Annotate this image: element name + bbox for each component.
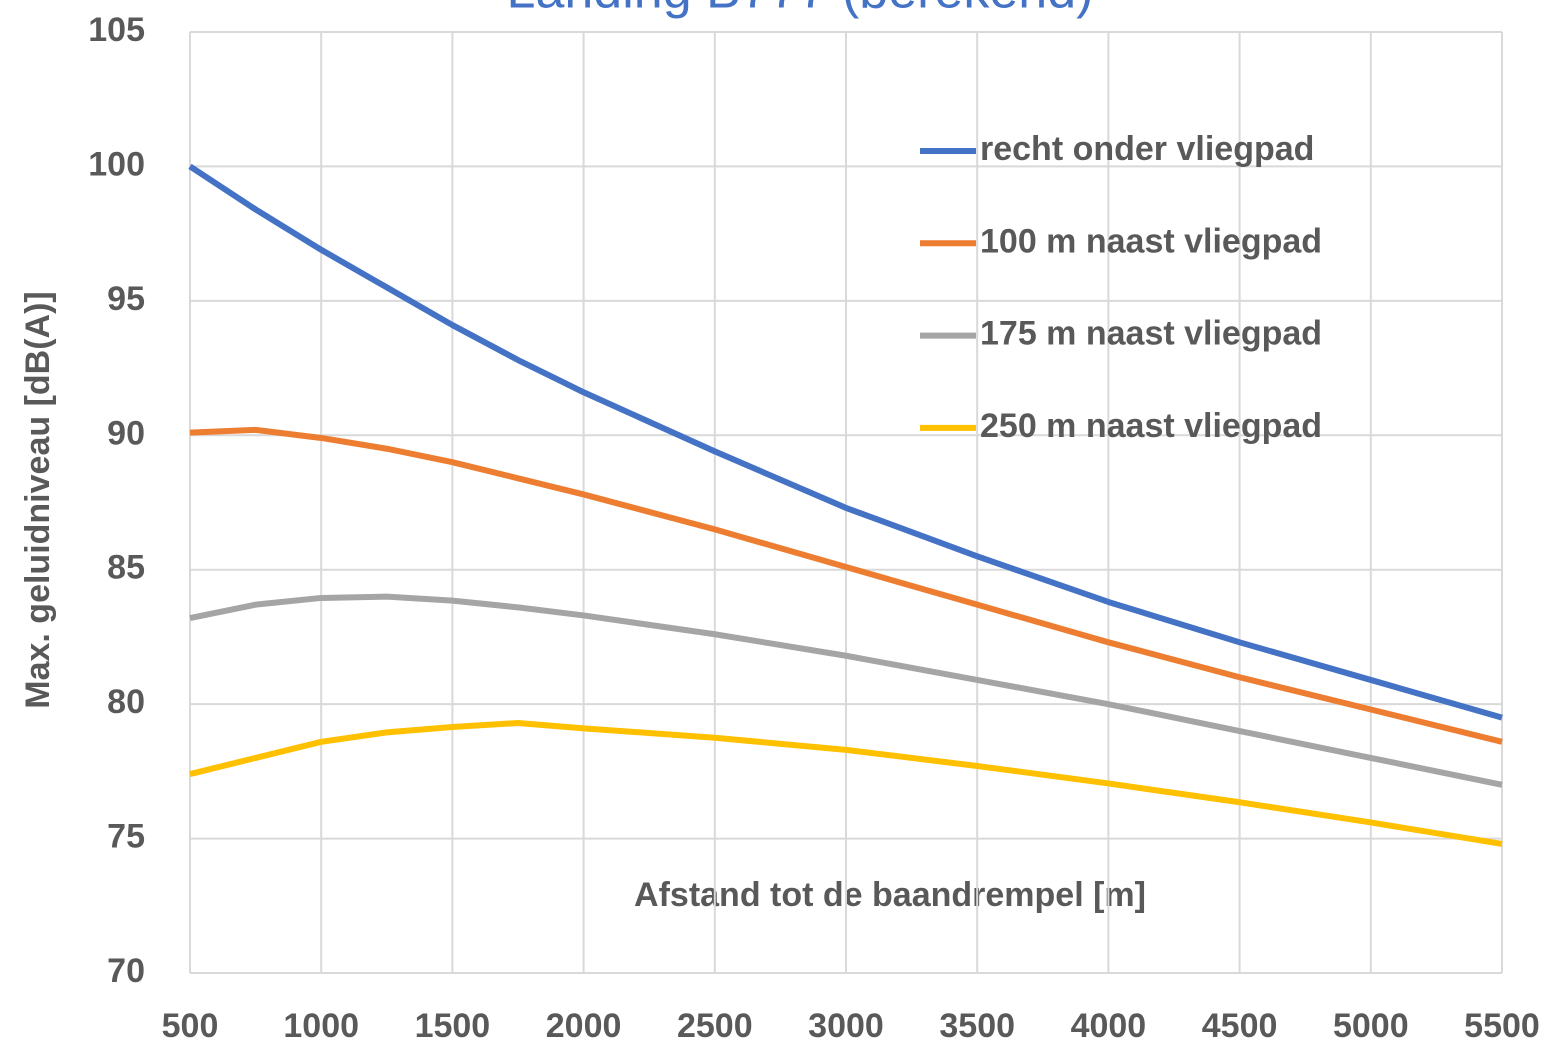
x-tick-label: 3500 — [939, 1007, 1015, 1045]
y-tick-label: 105 — [88, 11, 145, 49]
legend-label: 175 m naast vliegpad — [980, 315, 1322, 353]
x-tick-label: 5000 — [1333, 1007, 1409, 1045]
x-tick-label: 5500 — [1464, 1007, 1540, 1045]
y-tick-label: 95 — [107, 280, 145, 318]
series-line — [189, 593, 1503, 788]
series-line — [188, 163, 1503, 721]
legend-label: recht onder vliegpad — [980, 130, 1314, 168]
x-tick-label: 1500 — [415, 1007, 491, 1045]
y-tick-label: 80 — [107, 683, 145, 721]
legend-label: 100 m naast vliegpad — [980, 222, 1322, 260]
series-line — [189, 426, 1503, 745]
x-tick-label: 2000 — [546, 1007, 622, 1045]
x-axis-label: Afstand tot de baandrempel [m] — [634, 876, 1146, 914]
x-tick-label: 2500 — [677, 1007, 753, 1045]
x-tick-label: 4000 — [1071, 1007, 1147, 1045]
x-tick-label: 1000 — [283, 1007, 359, 1045]
y-tick-label: 100 — [88, 145, 145, 183]
series-line — [189, 719, 1503, 847]
x-tick-label: 4500 — [1202, 1007, 1278, 1045]
x-tick-label: 3000 — [808, 1007, 884, 1045]
x-tick-label: 500 — [162, 1007, 219, 1045]
legend-label: 250 m naast vliegpad — [980, 407, 1322, 445]
y-tick-label: 85 — [107, 549, 145, 587]
y-tick-label: 90 — [107, 414, 145, 452]
chart-title: Landing B777 (berekend) — [507, 0, 1094, 20]
y-tick-label: 70 — [107, 952, 145, 990]
y-axis-label: Max. geluidniveau [dB(A)] — [19, 291, 57, 708]
y-tick-label: 75 — [107, 818, 145, 856]
